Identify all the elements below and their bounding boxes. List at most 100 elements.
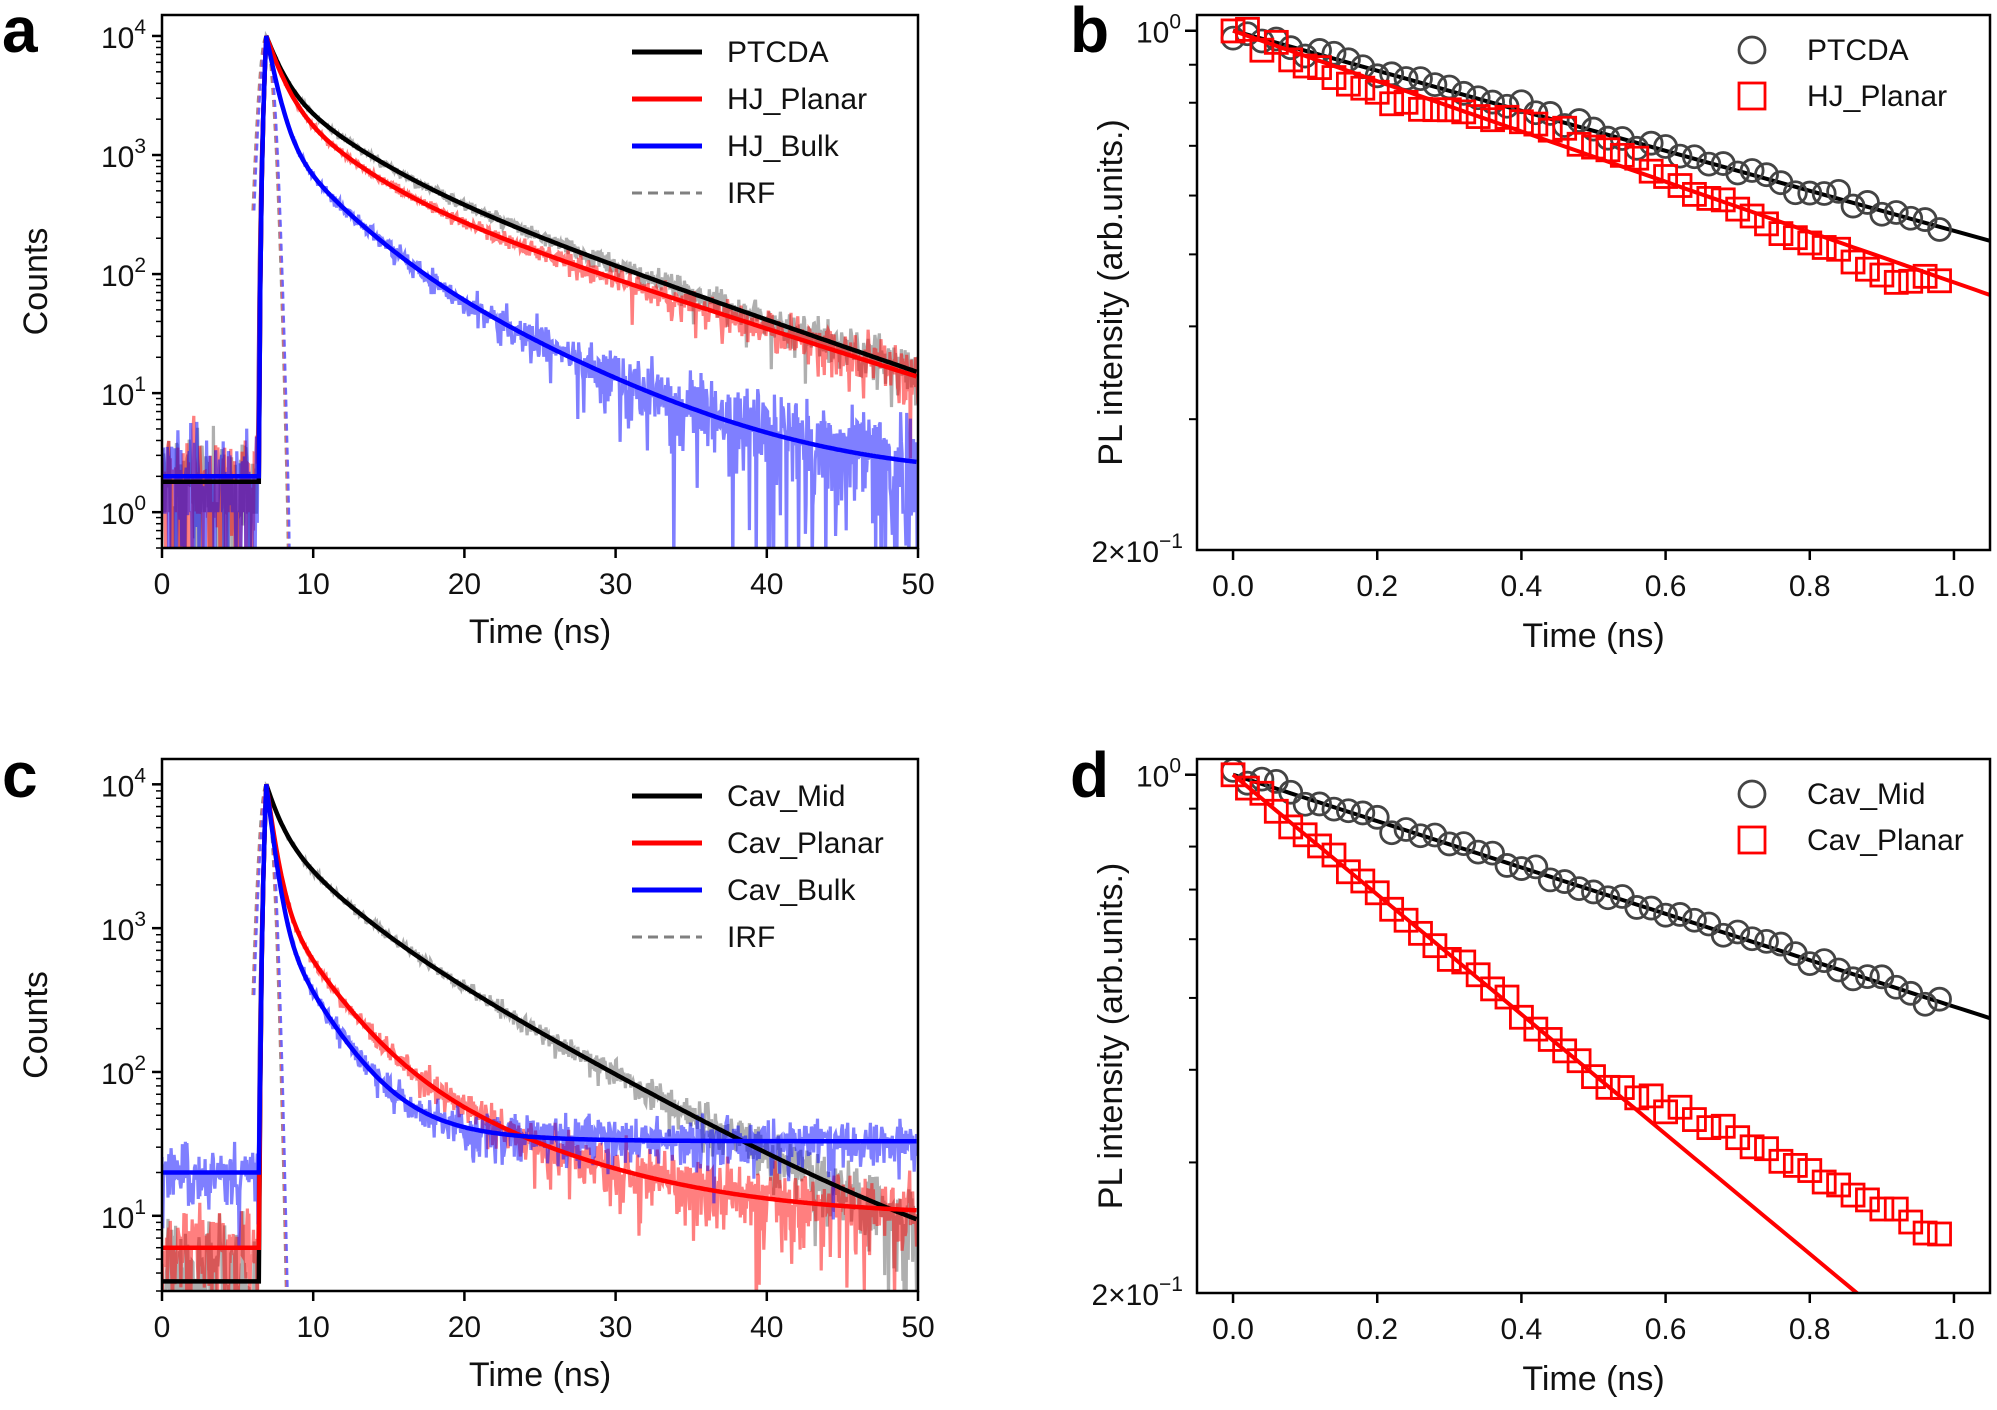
data-point-Cav_Planar xyxy=(1220,762,1246,788)
irf-curve xyxy=(252,33,291,548)
y-tick-label: 2×10−1 xyxy=(1091,1273,1183,1312)
legend-label-HJ_Planar: HJ_Planar xyxy=(1807,80,1947,113)
data-point-HJ_Planar xyxy=(1566,131,1592,157)
data-point-PTCDA xyxy=(1422,72,1448,98)
data-point-HJ_Planar xyxy=(1249,37,1275,63)
data-point-Cav_Planar xyxy=(1422,933,1448,959)
y-tick-label: 100 xyxy=(1136,11,1181,50)
data-point-PTCDA xyxy=(1797,180,1823,206)
data-point-HJ_Planar xyxy=(1436,97,1462,123)
data-point-Cav_Planar xyxy=(1263,798,1289,824)
data-point-PTCDA xyxy=(1754,162,1779,188)
data-point-Cav_Planar xyxy=(1696,1115,1722,1141)
legend-label-HJ_Bulk: HJ_Bulk xyxy=(727,130,840,163)
x-tick-label: 0.4 xyxy=(1501,570,1543,603)
x-tick-label: 0.8 xyxy=(1789,1313,1831,1346)
x-tick-label: 30 xyxy=(599,1311,632,1344)
data-point-HJ_Planar xyxy=(1653,164,1678,189)
x-tick-label: 50 xyxy=(901,1311,934,1344)
data-point-Cav_Planar xyxy=(1883,1196,1909,1222)
x-tick-label: 20 xyxy=(448,1311,481,1344)
data-point-Cav_Mid xyxy=(1249,766,1275,792)
legend-label-Cav_Planar: Cav_Planar xyxy=(727,827,884,860)
panel-b: 0.0 0.2 0.4 0.6 0.8 1.0 100 2×10−1 Time (ns) PL i… xyxy=(1091,11,1992,655)
data-point-PTCDA xyxy=(1696,151,1722,177)
data-point-Cav_Mid xyxy=(1581,879,1606,905)
data-point-HJ_Planar xyxy=(1667,173,1693,198)
legend-marker-HJ_Planar xyxy=(1737,81,1767,111)
data-point-Cav_Mid xyxy=(1523,854,1549,880)
data-point-Cav_Mid xyxy=(1393,817,1419,842)
fit-curve-Cav_Planar xyxy=(162,783,917,1250)
y-axis-title: PL intensity (arb.units.) xyxy=(1092,863,1130,1209)
data-point-Cav_Mid xyxy=(1667,902,1693,927)
data-point-PTCDA xyxy=(1638,130,1664,156)
data-point-Cav_Mid xyxy=(1364,804,1390,830)
x-tick-label: 1.0 xyxy=(1933,570,1975,603)
x-tick-label: 0.8 xyxy=(1789,570,1831,603)
data-point-Cav_Mid xyxy=(1566,876,1592,902)
data-point-Cav_Planar xyxy=(1811,1169,1837,1195)
data-point-HJ_Planar xyxy=(1638,158,1664,184)
data-point-Cav_Mid xyxy=(1480,840,1505,866)
data-point-Cav_Mid xyxy=(1494,853,1520,878)
legend-label-PTCDA: PTCDA xyxy=(1807,34,1909,67)
x-tick-label: 0.6 xyxy=(1645,1313,1687,1346)
panel-letter-d: d xyxy=(1070,739,1109,811)
data-point-Cav_Planar xyxy=(1566,1048,1592,1074)
y-axis-title: Counts xyxy=(17,228,55,336)
y-tick-label: 100 xyxy=(101,492,146,531)
data-point-PTCDA xyxy=(1682,144,1707,170)
x-tick-label: 20 xyxy=(448,568,481,601)
y-tick-label: 103 xyxy=(101,908,146,947)
panel-d: 0.0 0.2 0.4 0.6 0.8 1.0 100 2×10−1 Time (ns) PL i… xyxy=(1091,755,1992,1398)
legend-label-PTCDA: PTCDA xyxy=(727,36,829,69)
fit-line-Cav_Planar xyxy=(1231,773,1860,1293)
legend-label-IRF: IRF xyxy=(727,921,775,954)
x-tick-label: 0 xyxy=(154,568,171,601)
data-point-Cav_Planar xyxy=(1235,775,1260,801)
y-tick-label: 102 xyxy=(101,254,146,293)
data-point-Cav_Mid xyxy=(1883,974,1909,1000)
y-tick-label: 101 xyxy=(101,1196,146,1235)
data-point-Cav_Mid xyxy=(1552,869,1578,894)
data-point-HJ_Planar xyxy=(1465,104,1491,129)
data-point-HJ_Planar xyxy=(1768,221,1794,246)
data-point-HJ_Planar xyxy=(1537,117,1563,143)
data-point-Cav_Planar xyxy=(1638,1083,1664,1109)
data-point-PTCDA xyxy=(1465,85,1491,111)
data-point-Cav_Mid xyxy=(1509,856,1534,881)
data-point-Cav_Mid xyxy=(1927,986,1952,1012)
data-point-HJ_Planar xyxy=(1235,16,1260,42)
data-point-Cav_Mid xyxy=(1739,926,1765,952)
x-tick-label: 1.0 xyxy=(1933,1313,1975,1346)
data-point-HJ_Planar xyxy=(1883,269,1909,295)
data-point-Cav_Planar xyxy=(1912,1220,1938,1246)
data-point-Cav_Mid xyxy=(1754,928,1779,954)
data-point-Cav_Planar xyxy=(1321,842,1347,868)
data-point-PTCDA xyxy=(1811,181,1837,206)
fit-curve-HJ_Planar xyxy=(162,35,918,479)
data-point-HJ_Planar xyxy=(1912,263,1938,289)
data-point-Cav_Planar xyxy=(1249,780,1275,806)
x-axis-title: Time (ns) xyxy=(469,1356,611,1394)
x-tick-label: 0.6 xyxy=(1645,570,1687,603)
data-point-HJ_Planar xyxy=(1782,225,1808,251)
data-point-PTCDA xyxy=(1566,108,1592,133)
y-tick-label: 102 xyxy=(101,1052,146,1091)
y-tick-label: 104 xyxy=(101,16,146,55)
data-point-PTCDA xyxy=(1855,190,1880,215)
y-tick-label: 103 xyxy=(101,135,146,174)
data-point-Cav_Mid xyxy=(1855,964,1880,990)
data-point-Cav_Mid xyxy=(1465,839,1491,865)
data-point-Cav_Mid xyxy=(1624,895,1650,920)
data-point-HJ_Planar xyxy=(1350,75,1376,101)
data-point-Cav_Planar xyxy=(1840,1182,1866,1208)
data-point-Cav_Mid xyxy=(1436,831,1462,857)
axes-frame xyxy=(160,757,920,1293)
data-point-HJ_Planar xyxy=(1480,107,1505,133)
data-point-PTCDA xyxy=(1898,205,1924,231)
data-point-Cav_Planar xyxy=(1278,814,1304,840)
fit-curve-Cav_Bulk xyxy=(162,784,917,1175)
data-point-HJ_Planar xyxy=(1725,196,1751,222)
